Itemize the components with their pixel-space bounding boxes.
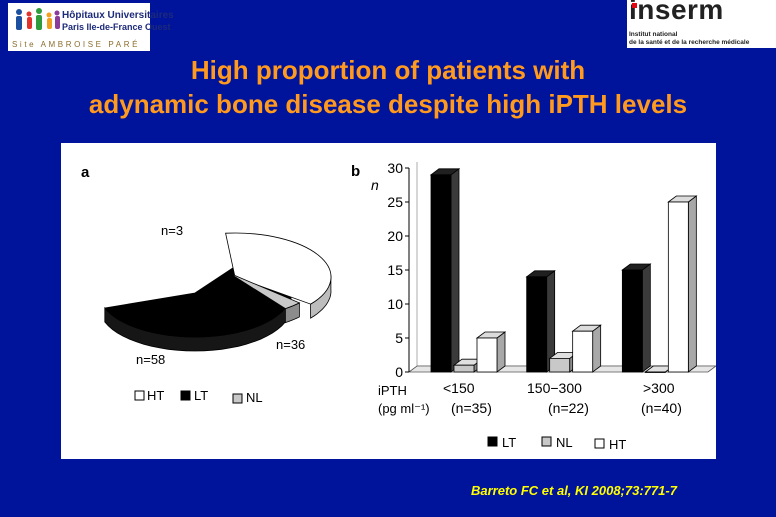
pie-slice-ht xyxy=(225,232,332,305)
inserm-subtitle-line1: Institut national xyxy=(629,31,678,38)
citation: Barreto FC et al, KI 2008;73:771-7 xyxy=(471,483,677,498)
bar-y-tick-label: 0 xyxy=(395,364,403,380)
figure-panel: a n=3 n=36 n=58 HT LT NL b n 0 5 10 15 20 25 3… xyxy=(61,143,718,459)
bar-y-axis-label: n xyxy=(371,177,379,193)
legend-lt-swatch xyxy=(180,390,191,401)
bar-nl xyxy=(644,371,666,373)
pie-slice-nl xyxy=(228,272,301,310)
bar-lt xyxy=(526,276,548,373)
bar-y-tick-label: 15 xyxy=(387,262,403,278)
hospital-site: Site AMBROISE PARÉ xyxy=(12,40,141,49)
figure-svg: a n=3 n=36 n=58 HT LT NL b n 0 5 10 15 20 25 3… xyxy=(81,160,718,452)
bar-y-tick-label: 5 xyxy=(395,330,403,346)
bar-legend-ht-label: HT xyxy=(609,437,626,452)
legend-nl-label: NL xyxy=(246,390,263,405)
hospital-logo: Hôpitaux Universitaires Paris Ile-de-Fra… xyxy=(8,3,174,51)
pie-label-ht: n=36 xyxy=(276,337,305,352)
bar-legend-ht-swatch xyxy=(594,438,605,449)
inserm-subtitle-line2: de la santé et de la recherche médicale xyxy=(629,39,750,46)
bar-category-count-2: (n=22) xyxy=(548,400,589,416)
inserm-brand: inserm xyxy=(629,0,724,25)
bar-y-tick-label: 10 xyxy=(387,296,403,312)
bar-ht xyxy=(476,337,498,373)
bar-nl xyxy=(453,364,475,373)
bar-category-label-3: >300 xyxy=(643,380,675,396)
bar-ht xyxy=(572,330,594,373)
bar-y-tick-label: 30 xyxy=(387,160,403,176)
family-figures-icon xyxy=(16,8,60,30)
bar-nl xyxy=(549,357,571,373)
bar-x-axis-label-line1: iPTH xyxy=(378,383,407,398)
slide-title-line2: adynamic bone disease despite high iPTH … xyxy=(88,89,688,119)
bar-side-ht xyxy=(496,331,506,373)
pie-label-nl: n=3 xyxy=(161,223,183,238)
inserm-dot-icon xyxy=(632,3,637,8)
pie-legend: HT LT NL xyxy=(134,388,263,405)
bar-category-label-1: <150 xyxy=(443,380,475,396)
bar-x-axis-label-line2: (pg ml⁻¹) xyxy=(378,401,430,416)
hospital-name-line2: Paris Ile-de-France Ouest xyxy=(62,22,171,32)
legend-ht-label: HT xyxy=(147,388,164,403)
bar-y-tick-label: 25 xyxy=(387,194,403,210)
legend-nl-swatch xyxy=(232,393,243,404)
bar-legend-lt-swatch xyxy=(487,436,498,447)
bar-lt xyxy=(621,269,643,373)
bar-category-label-2: 150−300 xyxy=(527,380,582,396)
legend-lt-label: LT xyxy=(194,388,208,403)
bar-ht xyxy=(667,201,689,373)
bar-side-lt xyxy=(641,263,651,373)
bar-y-tick-label: 20 xyxy=(387,228,403,244)
bar-category-count-1: (n=35) xyxy=(451,400,492,416)
inserm-logo: inserm Institut national de la santé et … xyxy=(627,0,776,48)
bar-side-ht xyxy=(687,195,697,373)
bar-legend-nl-swatch xyxy=(541,436,552,447)
slide-title-line1: High proportion of patients with xyxy=(190,55,586,85)
pie-panel-label: a xyxy=(81,164,90,181)
bar-legend-lt-label: LT xyxy=(502,435,516,450)
bar-panel-label: b xyxy=(351,163,360,180)
pie-chart xyxy=(104,232,332,352)
hospital-name-line1: Hôpitaux Universitaires xyxy=(62,10,174,21)
bar-legend: LT NL HT xyxy=(487,435,626,452)
bar-legend-nl-label: NL xyxy=(556,435,573,450)
bar-side-ht xyxy=(592,324,602,373)
bar-side-lt xyxy=(450,168,460,373)
legend-ht-swatch xyxy=(134,390,145,401)
pie-label-lt: n=58 xyxy=(136,352,165,367)
bar-chart xyxy=(429,168,698,373)
bar-category-count-3: (n=40) xyxy=(641,400,682,416)
bar-lt xyxy=(430,174,452,373)
